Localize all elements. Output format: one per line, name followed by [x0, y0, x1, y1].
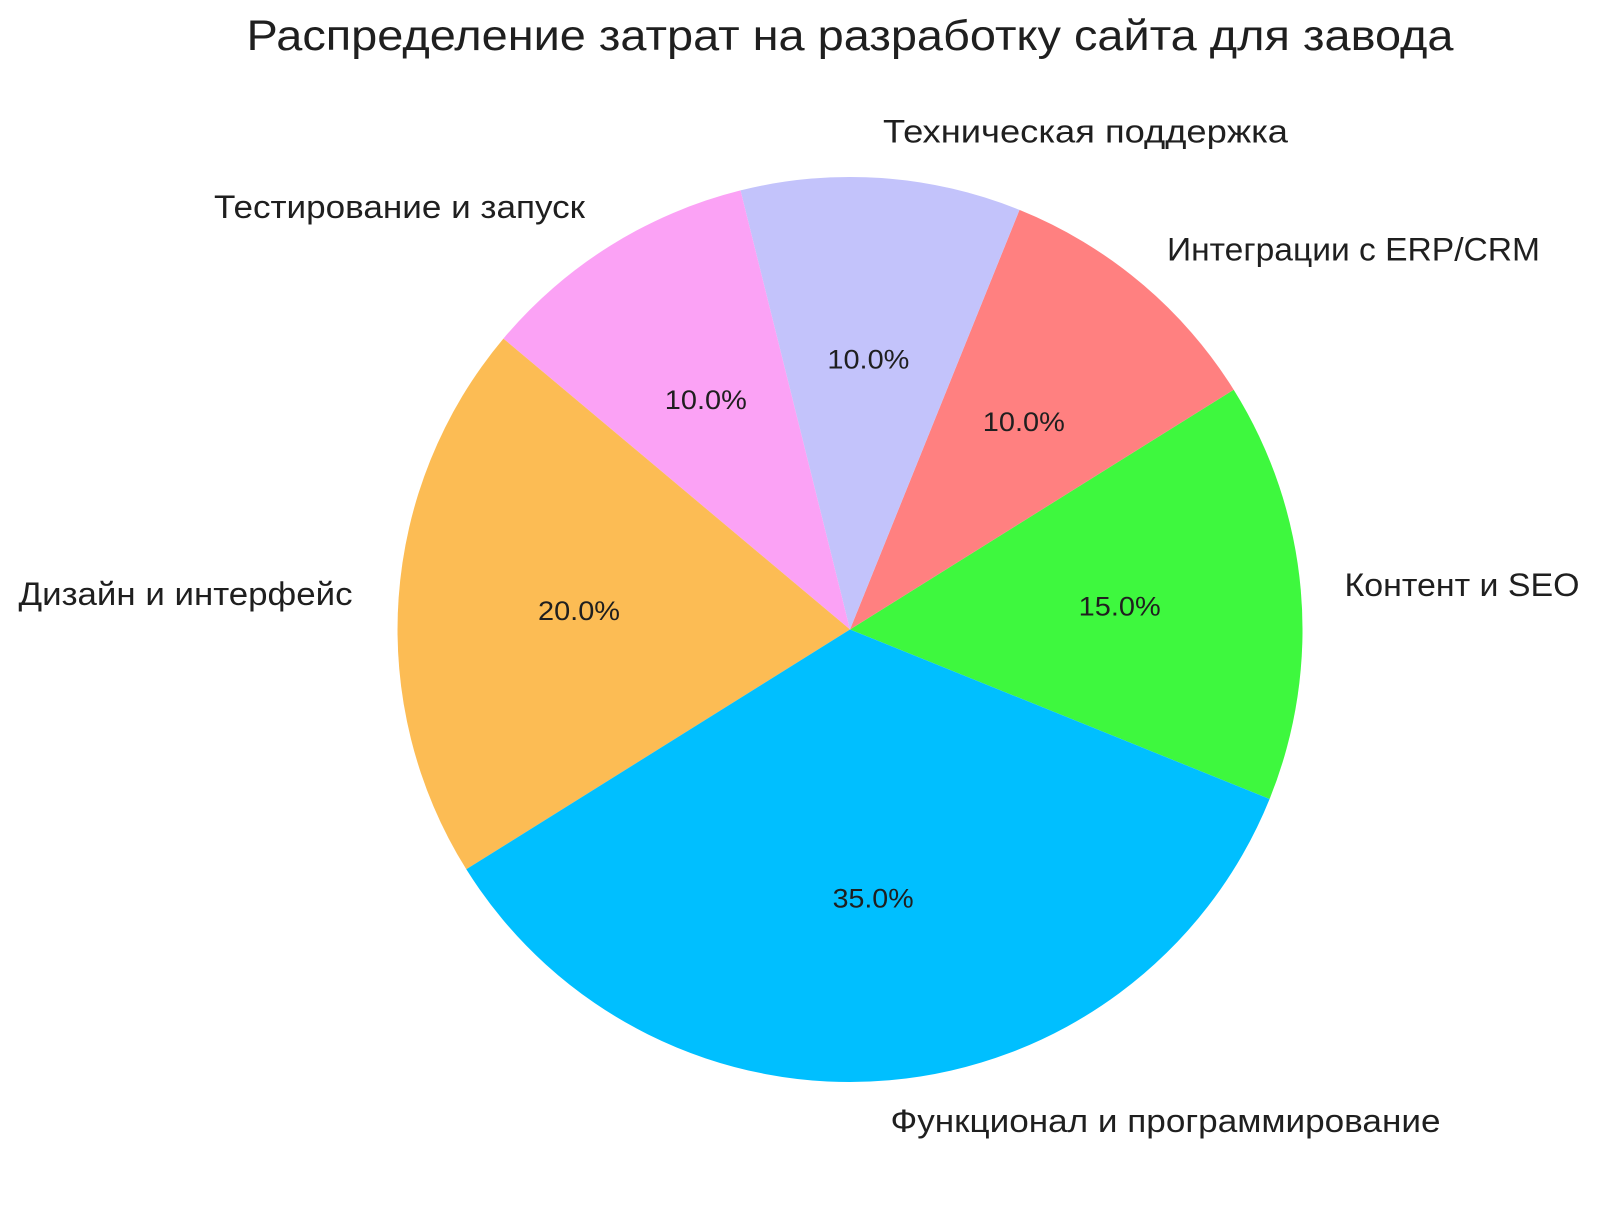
- svg-text:35.0%: 35.0%: [833, 884, 914, 914]
- svg-text:10.0%: 10.0%: [827, 345, 909, 375]
- svg-text:Интеграции с ERP/CRM: Интеграции с ERP/CRM: [1167, 231, 1540, 268]
- svg-text:Дизайн и интерфейс: Дизайн и интерфейс: [19, 575, 353, 612]
- svg-text:20.0%: 20.0%: [538, 596, 620, 626]
- svg-text:Тестирование и запуск: Тестирование и запуск: [214, 188, 586, 225]
- svg-text:Контент и SEO: Контент и SEO: [1345, 566, 1580, 603]
- svg-text:Распределение затрат на разраб: Распределение затрат на разработку сайта…: [247, 12, 1454, 60]
- svg-text:Техническая поддержка: Техническая поддержка: [883, 113, 1289, 150]
- svg-text:10.0%: 10.0%: [665, 385, 747, 415]
- svg-text:15.0%: 15.0%: [1079, 591, 1161, 621]
- svg-text:Функционал и программирование: Функционал и программирование: [891, 1102, 1441, 1139]
- svg-text:10.0%: 10.0%: [983, 407, 1065, 437]
